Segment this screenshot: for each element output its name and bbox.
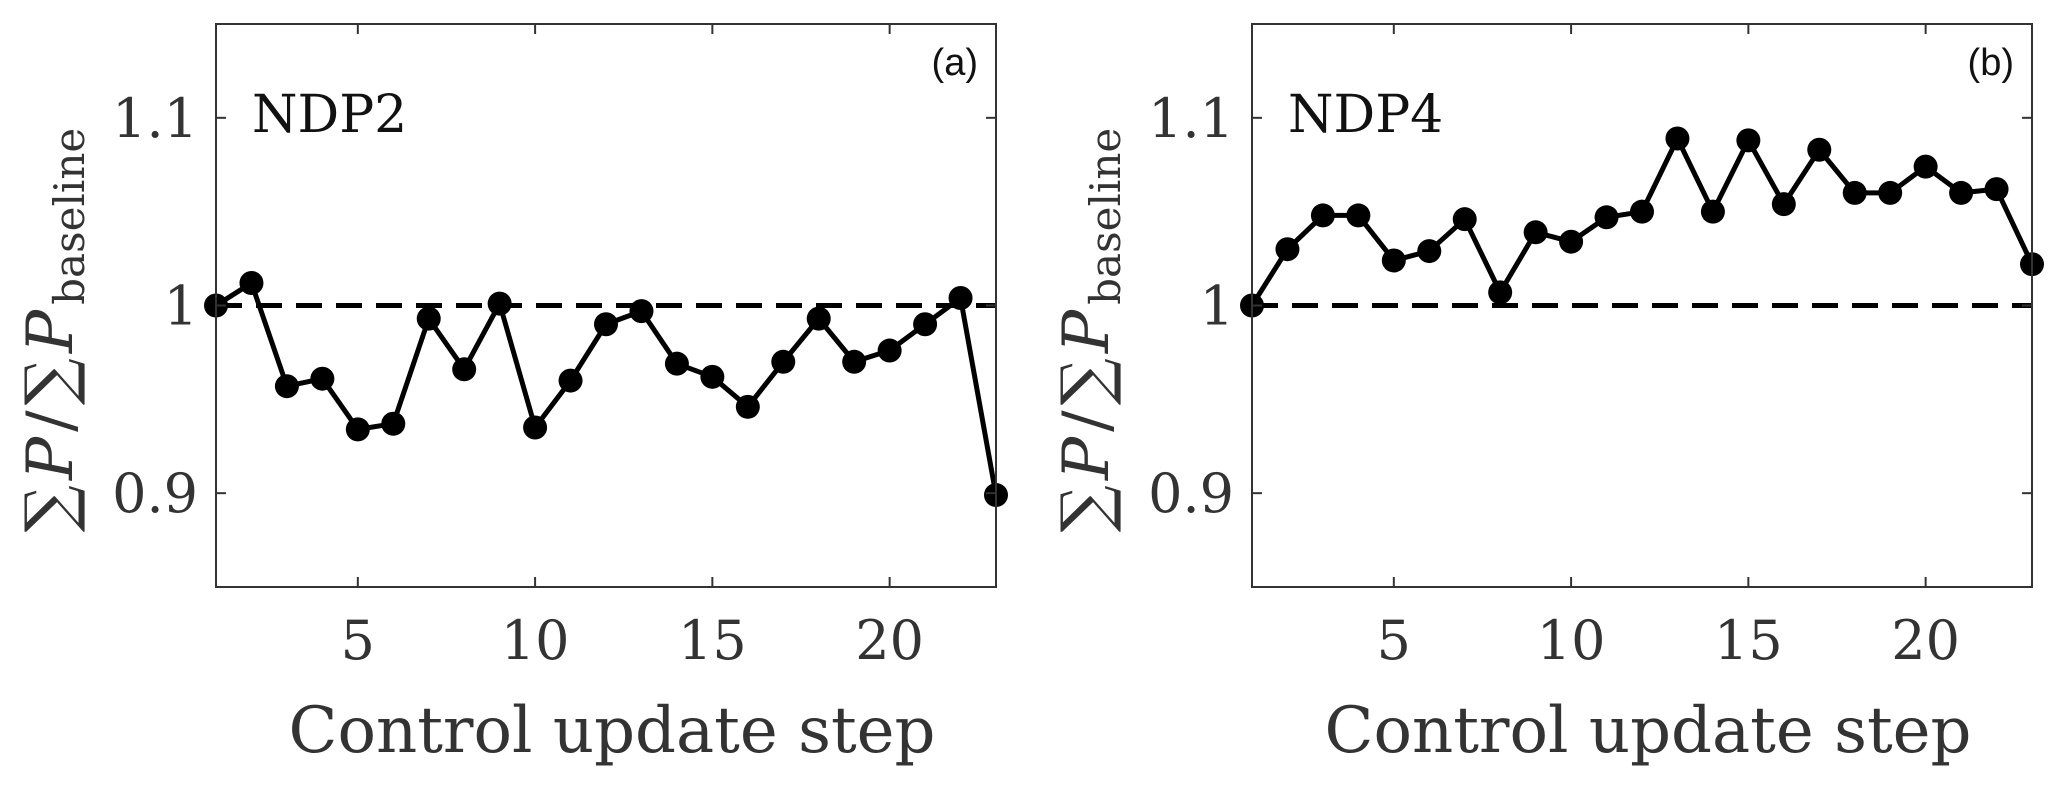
x-axis-label: Control update step	[1324, 694, 1971, 768]
y-axis-label: ∑ P / ∑ P baseline	[1047, 128, 1130, 533]
x-axis-label: Control update step	[288, 694, 935, 768]
x-tick-label: 15	[678, 609, 747, 672]
x-tick-label: 10	[501, 609, 570, 672]
data-point	[558, 368, 583, 393]
panel-a: ∑ P / ∑ P baseline 5 10 15 20 0.9 1 1.1 NDP2 (…	[11, 23, 1008, 768]
y-tick-label: 1	[1200, 275, 1234, 338]
data-point	[664, 351, 689, 376]
y-tick-label: 0.9	[112, 462, 198, 525]
y-tick-label: 1.1	[112, 87, 198, 150]
data-point	[1878, 180, 1903, 205]
y-tick-label: 1.1	[1148, 87, 1234, 150]
data-point	[594, 312, 618, 337]
data-point	[1630, 199, 1654, 224]
x-tick-label: 10	[1537, 609, 1606, 672]
data-point	[1771, 192, 1796, 217]
data-point	[1452, 207, 1477, 232]
data-point	[1523, 220, 1548, 245]
data-point	[1275, 237, 1300, 262]
y-tick-label: 1	[164, 275, 198, 338]
data-point	[1913, 154, 1938, 179]
data-point	[1700, 199, 1725, 224]
x-tick-label: 20	[855, 609, 924, 672]
data-point	[1310, 203, 1335, 228]
data-point	[735, 394, 760, 419]
data-point	[913, 312, 938, 337]
x-tick-label: 5	[1377, 609, 1411, 672]
data-point	[1842, 180, 1867, 205]
data-point	[1417, 239, 1442, 264]
data-point	[345, 417, 370, 442]
data-point	[1559, 229, 1584, 254]
x-tick-label: 5	[341, 609, 375, 672]
data-point	[381, 411, 406, 436]
data-point	[1346, 203, 1371, 228]
data-point	[1488, 280, 1513, 305]
data-point	[842, 349, 867, 374]
data-point	[1736, 128, 1761, 153]
data-point	[452, 357, 477, 382]
data-point	[1949, 180, 1974, 205]
data-point	[416, 306, 441, 331]
data-point	[523, 415, 548, 440]
data-point	[629, 299, 654, 324]
data-point	[877, 338, 902, 363]
panel-title: NDP2	[252, 85, 407, 145]
data-point	[1984, 177, 2009, 202]
data-point	[806, 306, 831, 331]
data-point	[771, 349, 796, 374]
panel-label: (b)	[1968, 42, 2014, 84]
data-point	[1594, 205, 1619, 230]
data-point	[310, 366, 335, 391]
panel-b: ∑ P / ∑ P baseline 5 10 15 20 0.9 1 1.1 NDP4 (…	[1047, 23, 2044, 768]
data-point	[1807, 137, 1832, 162]
x-tick-label: 20	[1891, 609, 1960, 672]
x-tick-label: 15	[1714, 609, 1783, 672]
data-point	[700, 364, 725, 389]
data-point	[274, 374, 299, 399]
data-point	[239, 270, 264, 295]
data-point	[487, 291, 512, 316]
data-point	[1665, 126, 1690, 151]
panel-title: NDP4	[1288, 85, 1443, 145]
y-axis-label: ∑ P / ∑ P baseline	[11, 128, 94, 533]
y-tick-label: 0.9	[1148, 462, 1234, 525]
data-point	[948, 285, 973, 310]
panel-label: (a)	[932, 42, 978, 84]
data-point	[1381, 248, 1406, 273]
